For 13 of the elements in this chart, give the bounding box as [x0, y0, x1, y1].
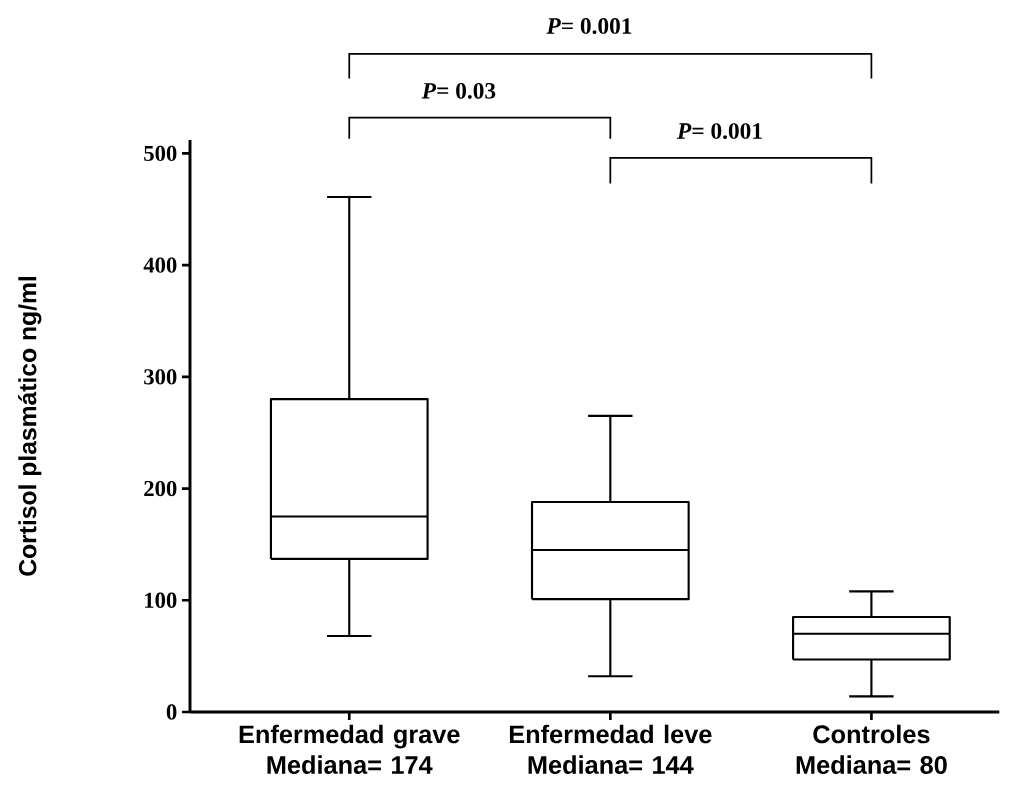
- y-tick-label: 300: [144, 369, 177, 385]
- text: P= 0.03: [421, 83, 496, 99]
- x-tick-label: Controles Mediana= 80: [796, 724, 947, 775]
- text: P= 0.001: [546, 18, 632, 35]
- y-tick-label: 200: [144, 481, 177, 497]
- x-tick-label: Enfermedad grave Mediana= 174: [239, 724, 460, 775]
- y-axis-title: Cortisol plasmático ng/ml: [18, 277, 42, 576]
- x-tick-label: Enfermedad leve Mediana= 144: [509, 724, 712, 775]
- text: P= 0.001: [676, 123, 762, 140]
- y-tick-label: 0: [166, 704, 177, 720]
- y-tick-label: 100: [145, 592, 177, 609]
- y-tick-label: 500: [144, 145, 177, 162]
- y-tick-label: 400: [143, 257, 177, 273]
